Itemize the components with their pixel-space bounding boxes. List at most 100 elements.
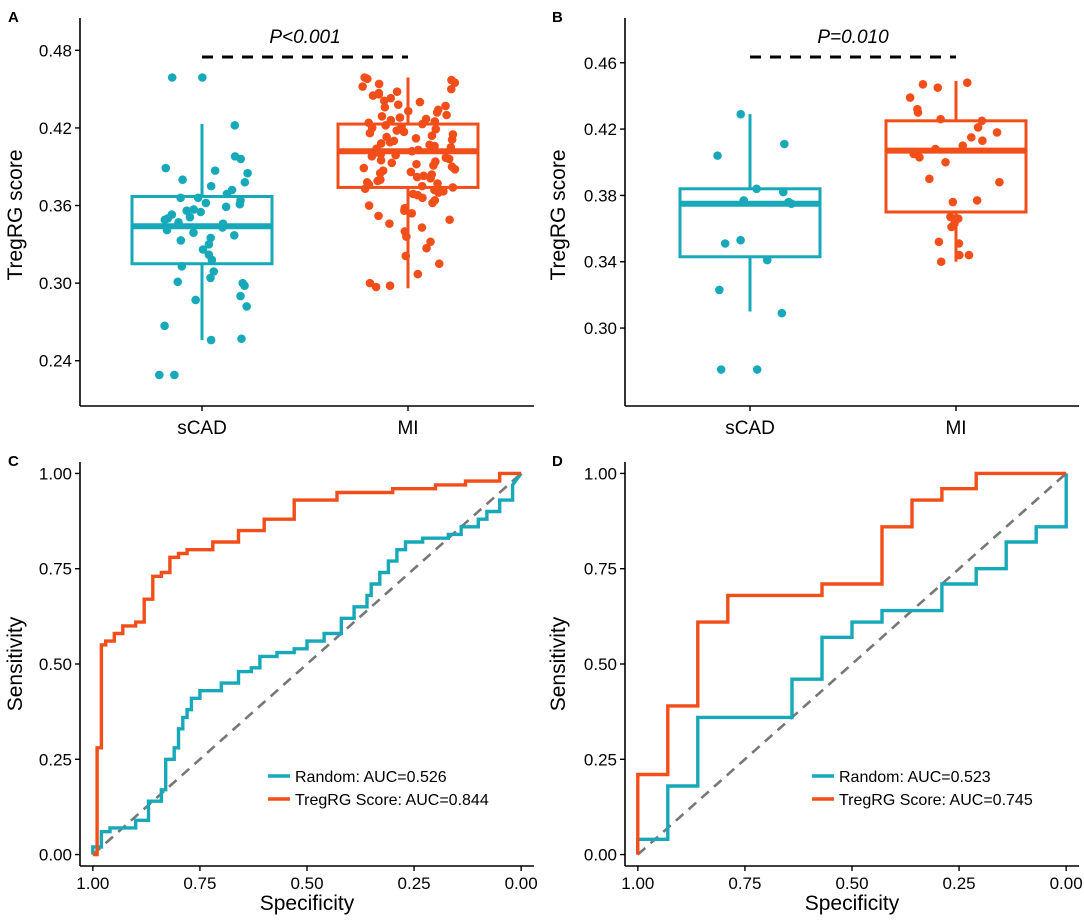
data-point bbox=[364, 201, 374, 210]
x-axis-title: Specificity bbox=[260, 892, 355, 915]
data-point bbox=[445, 215, 454, 225]
x-tick-label: 0.00 bbox=[1050, 874, 1083, 893]
data-point bbox=[176, 193, 185, 203]
y-tick-label: 1.00 bbox=[584, 464, 617, 483]
data-point bbox=[777, 308, 787, 318]
data-point bbox=[434, 188, 443, 197]
legend-label: Random: AUC=0.526 bbox=[295, 769, 447, 786]
data-point bbox=[933, 83, 943, 92]
data-point bbox=[402, 232, 411, 241]
reference-diagonal bbox=[636, 472, 1068, 856]
data-point bbox=[941, 157, 950, 167]
x-axis-title: Specificity bbox=[805, 892, 900, 915]
p-value-label: P<0.001 bbox=[269, 27, 340, 48]
data-point bbox=[381, 121, 390, 130]
data-point bbox=[432, 108, 442, 117]
data-point bbox=[401, 251, 411, 261]
data-point bbox=[374, 79, 384, 89]
x-tick-label: 0.25 bbox=[398, 874, 431, 893]
data-point bbox=[947, 222, 956, 232]
legend-label: Random: AUC=0.523 bbox=[839, 769, 991, 786]
data-point bbox=[363, 74, 372, 84]
data-point bbox=[209, 267, 219, 276]
legend-label: TregRG Score: AUC=0.844 bbox=[295, 792, 489, 809]
data-point bbox=[716, 365, 726, 374]
data-point bbox=[395, 113, 405, 122]
data-point bbox=[434, 259, 444, 269]
data-point bbox=[407, 208, 417, 218]
data-point bbox=[429, 161, 438, 170]
data-point bbox=[430, 117, 440, 126]
data-point bbox=[210, 166, 220, 175]
data-point bbox=[447, 135, 457, 144]
data-point bbox=[450, 78, 460, 87]
data-point bbox=[925, 174, 934, 184]
y-tick-label: 1.00 bbox=[39, 464, 72, 483]
panel-b: B 0.30 0.34 0.38 0.42 0.46 TregRG score sCAD MI… bbox=[547, 9, 1079, 439]
data-point bbox=[229, 230, 239, 240]
data-point bbox=[198, 245, 208, 254]
y-tick-label: 0.25 bbox=[584, 750, 617, 769]
data-point bbox=[399, 127, 409, 137]
y-tick-label: 0.42 bbox=[39, 119, 72, 138]
x-tick-label: 1.00 bbox=[76, 874, 109, 893]
data-point bbox=[376, 155, 386, 165]
data-point bbox=[160, 321, 169, 331]
data-point bbox=[752, 184, 761, 194]
roc-curve-random bbox=[636, 473, 1068, 855]
data-point bbox=[905, 93, 915, 102]
data-point bbox=[936, 114, 945, 124]
data-point bbox=[977, 116, 987, 126]
data-point bbox=[427, 131, 437, 140]
y-tick-label: 0.38 bbox=[584, 186, 617, 205]
data-point bbox=[374, 211, 383, 221]
data-point bbox=[778, 187, 788, 197]
data-point bbox=[446, 84, 456, 94]
data-point bbox=[193, 193, 203, 203]
y-tick-label: 0.48 bbox=[39, 41, 72, 60]
data-point bbox=[221, 202, 231, 212]
y-tick-label: 0.50 bbox=[39, 655, 72, 674]
data-point bbox=[441, 101, 450, 111]
data-point bbox=[934, 237, 944, 247]
data-point bbox=[450, 165, 460, 174]
x-tick-label: 0.25 bbox=[943, 874, 976, 893]
x-tick-label: 0.50 bbox=[290, 874, 323, 893]
data-point bbox=[365, 128, 375, 138]
data-point bbox=[780, 139, 789, 149]
data-point bbox=[448, 183, 458, 192]
legend-label: TregRG Score: AUC=0.745 bbox=[839, 792, 1033, 809]
data-point bbox=[392, 126, 402, 135]
x-tick-label: 0.75 bbox=[183, 874, 216, 893]
data-point bbox=[189, 228, 198, 237]
data-point bbox=[444, 154, 454, 164]
data-point bbox=[218, 223, 227, 232]
y-tick-label: 0.46 bbox=[584, 54, 617, 73]
data-point bbox=[162, 225, 172, 235]
x-category-label: sCAD bbox=[725, 418, 775, 439]
x-tick-label: 0.50 bbox=[835, 874, 868, 893]
data-point bbox=[198, 73, 207, 82]
x-category-label: sCAD bbox=[177, 418, 227, 439]
data-point bbox=[167, 73, 177, 82]
data-point bbox=[978, 136, 987, 146]
data-point bbox=[230, 121, 240, 130]
y-axis-title: TregRG score bbox=[547, 149, 570, 280]
data-point bbox=[185, 212, 195, 222]
data-point bbox=[160, 215, 170, 225]
data-point bbox=[176, 236, 186, 245]
data-point bbox=[752, 365, 762, 374]
box-iqr bbox=[884, 119, 1028, 214]
data-point bbox=[240, 281, 249, 291]
data-point bbox=[204, 240, 214, 249]
panel-a: A 0.24 0.30 0.36 0.42 0.48 TregRG score sCAD MI… bbox=[4, 9, 534, 439]
data-point bbox=[715, 285, 724, 295]
x-tick-label: 0.00 bbox=[505, 874, 538, 893]
data-point bbox=[222, 189, 232, 199]
y-axis-title: TregRG score bbox=[4, 149, 27, 280]
data-point bbox=[385, 281, 395, 291]
data-point bbox=[206, 233, 216, 243]
data-point bbox=[428, 198, 437, 208]
panel-letter: C bbox=[8, 453, 19, 470]
data-point bbox=[411, 133, 421, 143]
